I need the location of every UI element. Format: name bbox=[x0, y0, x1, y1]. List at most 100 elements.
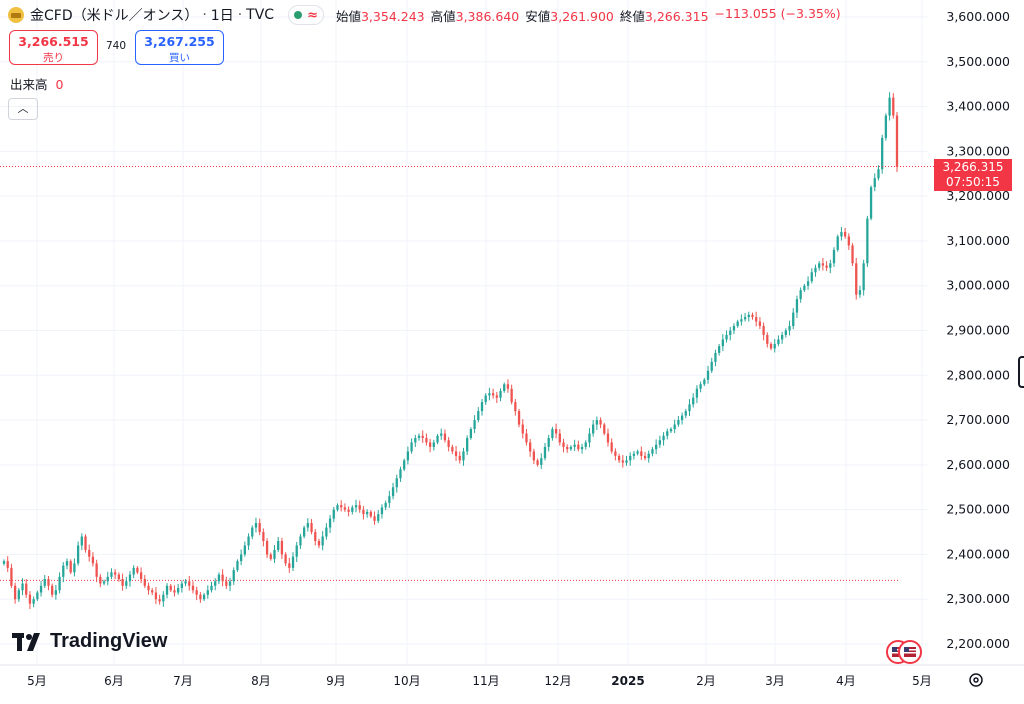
candle-body bbox=[99, 576, 102, 584]
candle-body bbox=[117, 574, 121, 580]
candle-body bbox=[784, 330, 787, 335]
candle-body bbox=[243, 545, 246, 555]
candle-body bbox=[766, 334, 769, 344]
candle-body bbox=[662, 435, 665, 441]
candle-body bbox=[881, 137, 884, 170]
candle-body bbox=[173, 590, 176, 593]
y-tick-label: 3,600.000 bbox=[946, 9, 1010, 24]
candle-body bbox=[6, 561, 9, 568]
candle-body bbox=[380, 507, 384, 515]
candle-body bbox=[354, 505, 358, 508]
candle-body bbox=[569, 446, 573, 450]
candle-body bbox=[629, 455, 632, 461]
candle-body bbox=[836, 236, 839, 250]
x-tick-label: 7月 bbox=[173, 674, 193, 688]
y-tick-label: 2,500.000 bbox=[946, 502, 1010, 517]
buy-button[interactable]: 3,267.255 買い bbox=[135, 30, 224, 65]
candle-body bbox=[51, 585, 54, 595]
market-status-badge[interactable]: ≈ bbox=[288, 5, 324, 25]
candle-body bbox=[803, 285, 806, 291]
symbol-name[interactable]: 金CFD（米ドル／オンス） bbox=[30, 8, 199, 24]
y-tick-label: 3,200.000 bbox=[946, 188, 1010, 203]
candle-body bbox=[139, 572, 143, 580]
candle-body bbox=[280, 540, 284, 555]
candle-body bbox=[758, 321, 762, 327]
y-tick-label: 3,000.000 bbox=[946, 278, 1010, 293]
candle-body bbox=[328, 518, 332, 528]
candle-body bbox=[451, 446, 454, 452]
candle-body bbox=[769, 343, 773, 349]
scroll-handle[interactable] bbox=[1018, 356, 1024, 388]
candle-body bbox=[736, 321, 739, 327]
candle-body bbox=[795, 299, 799, 313]
candle-body bbox=[106, 576, 109, 582]
currency-flags-icon[interactable] bbox=[886, 640, 922, 664]
candle-body bbox=[547, 437, 550, 447]
candle-body bbox=[432, 442, 435, 447]
bar-countdown: 07:50:15 bbox=[946, 175, 1000, 189]
candle-body bbox=[606, 433, 610, 443]
candle-body bbox=[365, 511, 369, 515]
x-tick-label: 8月 bbox=[251, 674, 271, 688]
x-tick-label: 9月 bbox=[326, 674, 346, 688]
candle-body bbox=[299, 536, 302, 546]
candle-body bbox=[362, 509, 365, 515]
candle-body bbox=[669, 429, 673, 432]
candle-body bbox=[343, 507, 347, 510]
candle-body bbox=[162, 594, 165, 602]
candle-body bbox=[525, 433, 528, 443]
candle-body bbox=[221, 574, 224, 582]
market-open-dot-icon bbox=[294, 11, 303, 19]
y-tick-label: 3,400.000 bbox=[946, 99, 1010, 114]
candle-body bbox=[706, 370, 710, 380]
candle-body bbox=[632, 453, 636, 456]
candle-body bbox=[291, 556, 295, 568]
candle-body bbox=[554, 429, 558, 434]
candle-body bbox=[640, 451, 643, 456]
candle-body bbox=[165, 585, 169, 595]
buy-label: 買い bbox=[169, 52, 190, 64]
candle-body bbox=[184, 581, 187, 584]
candle-body bbox=[214, 581, 217, 586]
candle-body bbox=[866, 218, 869, 264]
buy-price: 3,267.255 bbox=[144, 34, 215, 49]
candle-body bbox=[458, 455, 461, 461]
candle-body bbox=[647, 453, 650, 459]
settings-icon[interactable] bbox=[967, 671, 985, 689]
sell-label: 売り bbox=[43, 52, 64, 64]
candle-body bbox=[202, 594, 206, 600]
candle-body bbox=[358, 505, 361, 510]
y-tick-label: 3,100.000 bbox=[946, 233, 1010, 248]
candle-body bbox=[495, 395, 498, 398]
candle-body bbox=[810, 272, 813, 282]
candle-body bbox=[521, 424, 524, 434]
candle-body bbox=[132, 567, 135, 575]
candle-body bbox=[566, 446, 569, 450]
candle-body bbox=[143, 579, 146, 586]
candle-body bbox=[110, 572, 113, 577]
candle-body bbox=[217, 574, 221, 582]
candle-body bbox=[558, 433, 561, 443]
volume-legend: 出来高 0 bbox=[10, 74, 63, 93]
interval[interactable]: 1日 bbox=[210, 8, 234, 24]
y-tick-label: 2,600.000 bbox=[946, 457, 1010, 472]
candle-body bbox=[58, 576, 61, 591]
candle-body bbox=[877, 169, 880, 179]
tradingview-logo[interactable]: TradingView bbox=[12, 630, 167, 653]
candle-body bbox=[536, 460, 539, 465]
candle-body bbox=[855, 263, 858, 295]
sell-button[interactable]: 3,266.515 売り bbox=[9, 30, 98, 65]
candle-body bbox=[121, 579, 124, 586]
candle-body bbox=[480, 402, 484, 412]
chevron-up-icon: ︿ bbox=[17, 102, 29, 115]
candle-body bbox=[888, 97, 891, 116]
candle-body bbox=[239, 554, 243, 562]
candle-body bbox=[506, 384, 510, 389]
candle-body bbox=[829, 263, 832, 268]
candle-body bbox=[818, 263, 821, 268]
candle-body bbox=[610, 442, 613, 452]
candle-body bbox=[232, 570, 235, 582]
current-price: 3,266.315 bbox=[942, 160, 1004, 174]
collapse-button[interactable]: ︿ bbox=[8, 98, 38, 120]
